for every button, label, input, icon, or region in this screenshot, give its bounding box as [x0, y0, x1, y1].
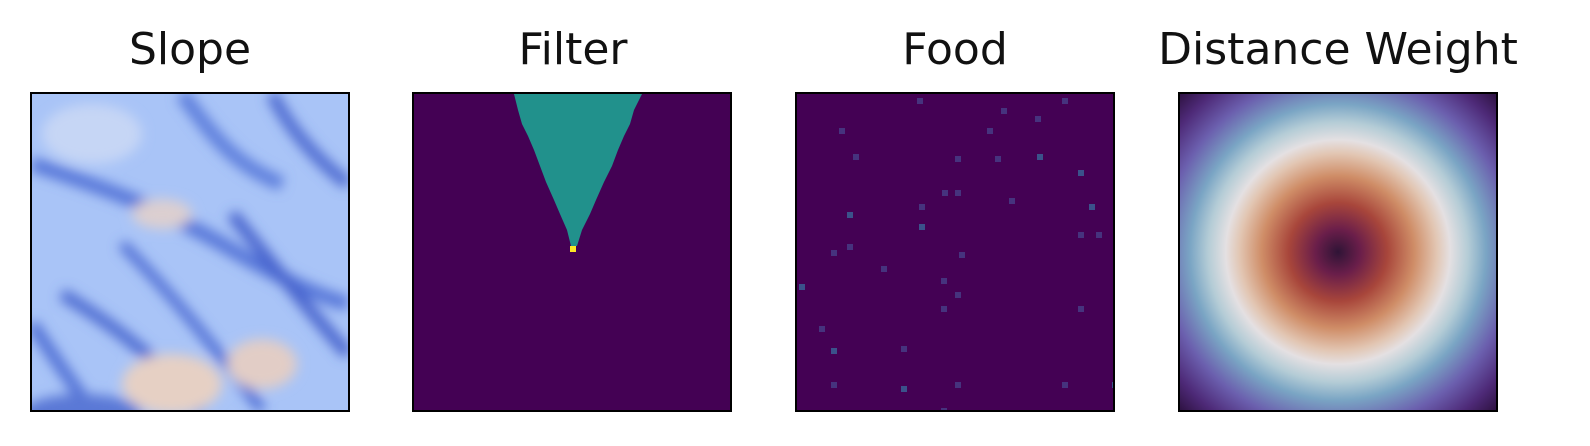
food-speck: [1096, 232, 1102, 238]
food-speck: [955, 382, 961, 388]
food-speck: [955, 190, 961, 196]
food-title: Food: [902, 24, 1008, 75]
food-speck: [1112, 382, 1113, 388]
food-speck: [1062, 382, 1068, 388]
food-speck: [831, 382, 837, 388]
food-speck: [995, 156, 1001, 162]
food-speck: [955, 292, 961, 298]
food-speck: [1078, 170, 1084, 176]
filter-origin: [570, 246, 576, 252]
food-speck: [799, 284, 805, 290]
food-speck: [919, 224, 925, 230]
slope-heatmap: [30, 92, 350, 412]
food-speck: [831, 348, 837, 354]
food-speck: [853, 154, 859, 160]
distance-weight-title: Distance Weight: [1158, 24, 1518, 75]
food-speck: [942, 190, 948, 196]
food-speck: [1035, 116, 1041, 122]
food-speck: [919, 204, 925, 210]
food-speck: [941, 306, 947, 312]
food-speck: [881, 266, 887, 272]
food-speck: [941, 408, 947, 410]
food-speck: [839, 128, 845, 134]
food-speck: [1089, 204, 1095, 210]
food-speck: [1078, 306, 1084, 312]
food-speck: [1009, 198, 1015, 204]
food-speck: [901, 386, 907, 392]
food-speck: [847, 212, 853, 218]
food-speck: [1078, 232, 1084, 238]
food-speck: [901, 346, 907, 352]
food-speck: [847, 244, 853, 250]
filter-heatmap: [412, 92, 732, 412]
food-speck: [1062, 98, 1068, 104]
food-heatmap: [795, 92, 1115, 412]
filter-cone: [514, 94, 642, 246]
food-speck: [987, 128, 993, 134]
filter-title: Filter: [518, 24, 628, 75]
distance-weight-heatmap: [1178, 92, 1498, 412]
food-speck: [955, 156, 961, 162]
food-speck: [941, 278, 947, 284]
food-speck: [1001, 108, 1007, 114]
food-speck: [831, 250, 837, 256]
food-speck: [917, 98, 923, 104]
food-speck: [1037, 154, 1043, 160]
slope-title: Slope: [128, 24, 252, 75]
food-speck: [959, 252, 965, 258]
food-speck: [819, 326, 825, 332]
